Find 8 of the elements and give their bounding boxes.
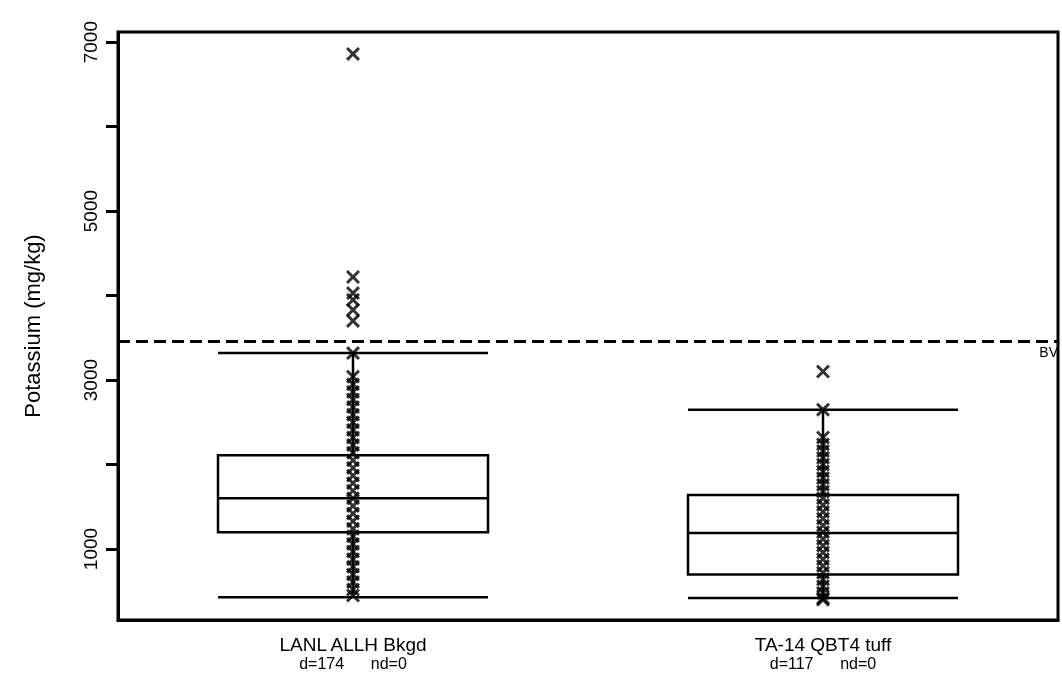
y-tick-label: 5000	[80, 189, 101, 233]
y-axis-title: Potassium (mg/kg)	[19, 234, 45, 418]
y-tick-label: 7000	[80, 21, 101, 64]
x-tick-label: TA-14 QBT4 tuff d=117 nd=0	[754, 633, 892, 672]
ref-line-label: BV	[1039, 344, 1059, 361]
x-tick-label: LANL ALLH Bkgd d=174 nd=0	[279, 633, 427, 672]
y-tick-label: 3000	[80, 358, 101, 402]
y-tick-label: 1000	[80, 527, 101, 571]
